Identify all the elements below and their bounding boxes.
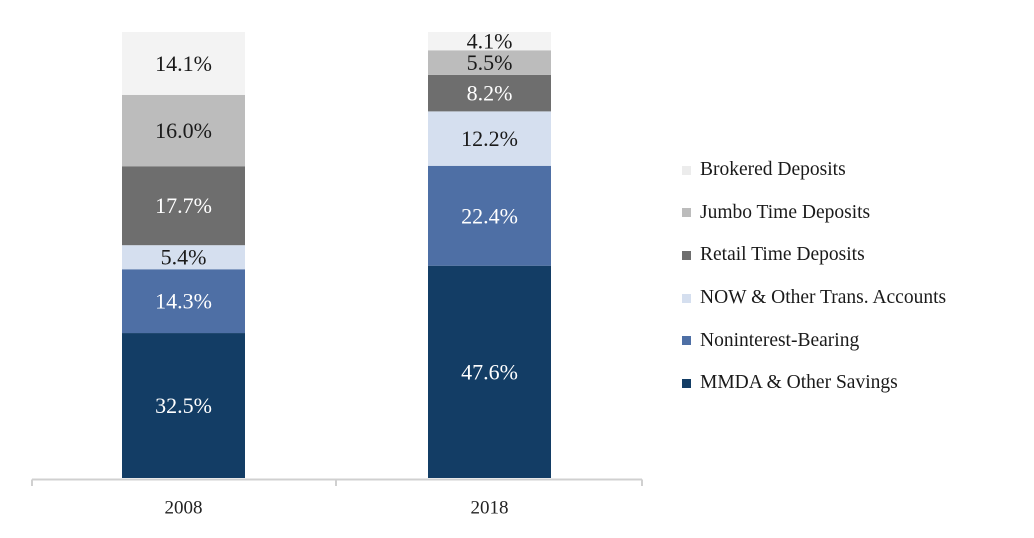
legend-item: Jumbo Time Deposits bbox=[682, 192, 1027, 235]
bar-segment-2008-2 bbox=[122, 269, 245, 334]
data-label-2008-1: 32.5% bbox=[155, 393, 212, 418]
legend-item: MMDA & Other Savings bbox=[682, 362, 1027, 405]
legend-item: Brokered Deposits bbox=[682, 149, 1027, 192]
chart-legend: Brokered Deposits Jumbo Time Deposits Reta… bbox=[682, 149, 1027, 405]
bar-segment-2018-6 bbox=[428, 32, 551, 51]
bar-segment-2018-2 bbox=[428, 165, 551, 266]
legend-swatch bbox=[682, 165, 691, 175]
legend-label: Noninterest-Bearing bbox=[700, 329, 860, 351]
bar-segment-2018-4 bbox=[428, 74, 551, 112]
bar-segment-2018-3 bbox=[428, 111, 551, 166]
bar-segment-2008-6 bbox=[122, 32, 245, 95]
data-label-2008-6: 14.1% bbox=[155, 51, 212, 76]
legend-item: Retail Time Deposits bbox=[682, 234, 1027, 277]
stacked-bar-chart: 32.5% 14.3% 5.4% 17.7% 16.0% 14.1% 47.6% 22.4% 1… bbox=[31, 29, 643, 519]
bar-segment-2008-1 bbox=[122, 333, 245, 478]
data-label-2018-2: 22.4% bbox=[461, 203, 518, 228]
legend-label: Retail Time Deposits bbox=[700, 244, 865, 266]
data-label-2008-2: 14.3% bbox=[155, 289, 212, 314]
data-label-2018-4: 8.2% bbox=[467, 81, 513, 106]
legend-item: NOW & Other Trans. Accounts bbox=[682, 277, 1027, 320]
legend-swatch bbox=[682, 378, 691, 388]
bar-segment-2018-1 bbox=[428, 265, 551, 478]
x-tick-label-2018: 2018 bbox=[471, 498, 509, 519]
bar-segment-2018-5 bbox=[428, 50, 551, 75]
data-label-2018-5: 5.5% bbox=[467, 50, 513, 75]
legend-swatch bbox=[682, 293, 691, 303]
legend-item: Noninterest-Bearing bbox=[682, 319, 1027, 362]
legend-swatch bbox=[682, 208, 691, 218]
legend-label: Jumbo Time Deposits bbox=[700, 201, 871, 223]
data-label-2018-3: 12.2% bbox=[461, 126, 518, 151]
bar-segment-2008-4 bbox=[122, 166, 245, 246]
bar-segment-2008-3 bbox=[122, 245, 245, 270]
data-label-2018-1: 47.6% bbox=[461, 359, 518, 384]
legend-swatch bbox=[682, 250, 691, 260]
legend-label: MMDA & Other Savings bbox=[700, 372, 898, 394]
bar-segment-2008-5 bbox=[122, 94, 245, 167]
legend-label: NOW & Other Trans. Accounts bbox=[700, 287, 947, 309]
data-label-2008-4: 17.7% bbox=[155, 193, 212, 218]
legend-label: Brokered Deposits bbox=[700, 159, 846, 181]
data-label-2008-3: 5.4% bbox=[161, 245, 207, 270]
data-label-2018-6: 4.1% bbox=[467, 29, 513, 54]
data-label-2008-5: 16.0% bbox=[155, 118, 212, 143]
x-tick-label-2008: 2008 bbox=[165, 498, 203, 519]
legend-swatch bbox=[682, 336, 691, 346]
